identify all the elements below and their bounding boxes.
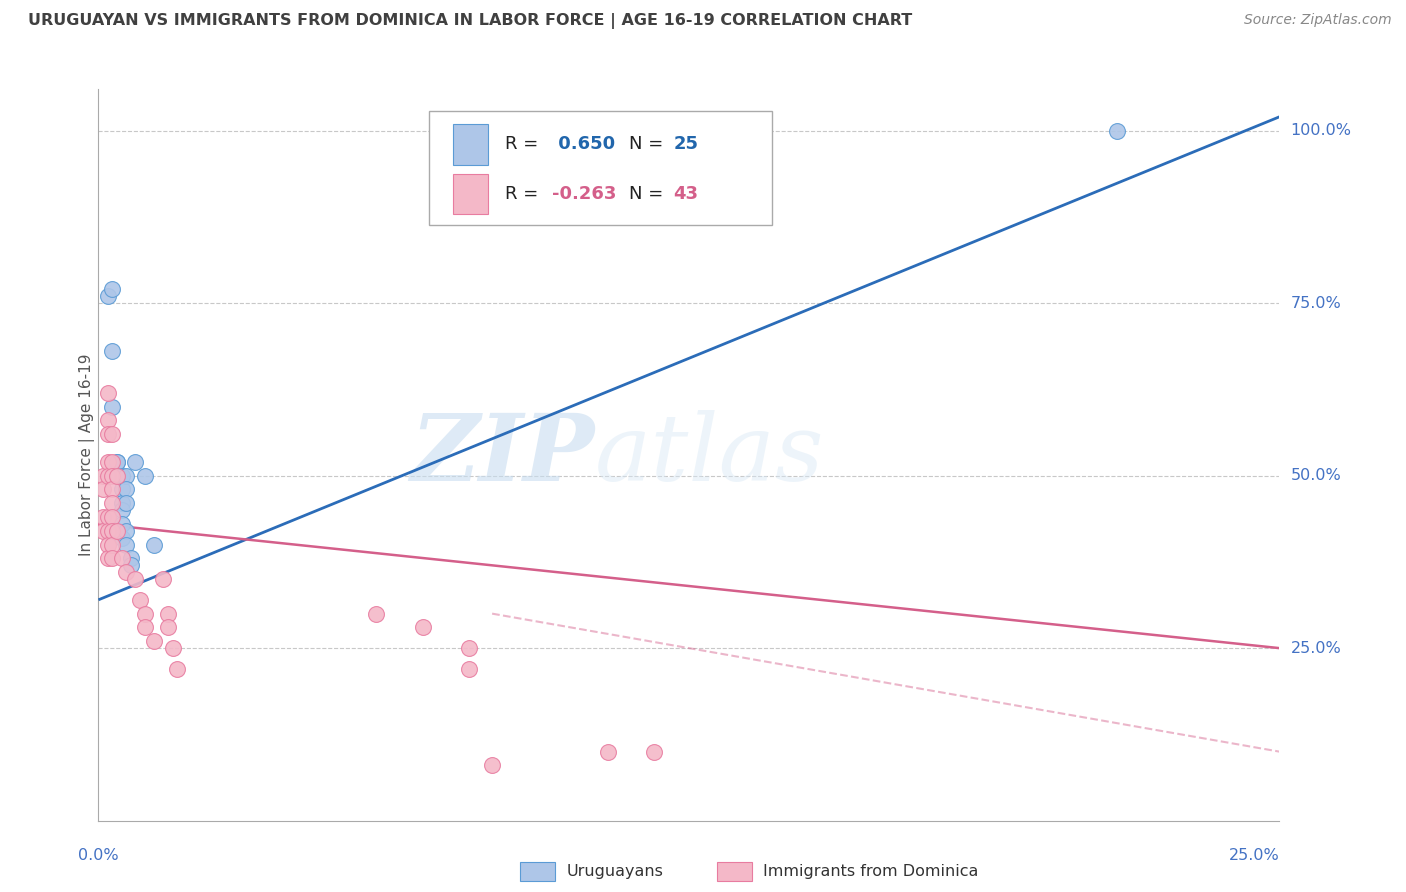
- Point: [110, 516, 132, 531]
- Text: N =: N =: [628, 136, 669, 153]
- Point: [110, 496, 132, 510]
- Point: [97, 289, 120, 303]
- Point: [115, 524, 138, 538]
- Text: 75.0%: 75.0%: [1291, 295, 1341, 310]
- Point: [91, 483, 114, 497]
- FancyBboxPatch shape: [453, 124, 488, 165]
- FancyBboxPatch shape: [429, 112, 772, 225]
- Point: [115, 538, 138, 552]
- Text: Uruguayans: Uruguayans: [567, 864, 664, 879]
- Point: [97, 385, 120, 400]
- Point: [115, 483, 138, 497]
- Point: [458, 641, 481, 656]
- Point: [134, 468, 156, 483]
- Point: [101, 282, 124, 296]
- Point: [97, 455, 120, 469]
- Text: 43: 43: [673, 186, 699, 203]
- Point: [97, 551, 120, 566]
- Point: [143, 634, 166, 648]
- Text: N =: N =: [628, 186, 669, 203]
- Point: [156, 607, 179, 621]
- Point: [91, 524, 114, 538]
- Point: [110, 531, 132, 545]
- Text: atlas: atlas: [595, 410, 824, 500]
- FancyBboxPatch shape: [453, 174, 488, 214]
- Point: [120, 558, 142, 573]
- Point: [97, 538, 120, 552]
- Y-axis label: In Labor Force | Age 16-19: In Labor Force | Age 16-19: [79, 353, 96, 557]
- Point: [124, 572, 146, 586]
- Point: [101, 344, 124, 359]
- Point: [124, 455, 146, 469]
- Text: ZIP: ZIP: [411, 410, 595, 500]
- Point: [115, 496, 138, 510]
- Point: [143, 538, 166, 552]
- Text: -0.263: -0.263: [553, 186, 616, 203]
- Text: 100.0%: 100.0%: [1291, 123, 1351, 138]
- Point: [101, 551, 124, 566]
- Point: [97, 427, 120, 442]
- Point: [115, 566, 138, 580]
- Point: [458, 662, 481, 676]
- Point: [156, 620, 179, 634]
- Text: Source: ZipAtlas.com: Source: ZipAtlas.com: [1244, 13, 1392, 28]
- Point: [101, 400, 124, 414]
- Point: [101, 538, 124, 552]
- Point: [101, 524, 124, 538]
- Text: 25: 25: [673, 136, 699, 153]
- Text: URUGUAYAN VS IMMIGRANTS FROM DOMINICA IN LABOR FORCE | AGE 16-19 CORRELATION CHA: URUGUAYAN VS IMMIGRANTS FROM DOMINICA IN…: [28, 13, 912, 29]
- Point: [105, 524, 128, 538]
- Text: 25.0%: 25.0%: [1291, 640, 1341, 656]
- Point: [105, 455, 128, 469]
- Point: [366, 607, 388, 621]
- Point: [105, 468, 128, 483]
- Text: 25.0%: 25.0%: [1229, 848, 1279, 863]
- Point: [643, 745, 665, 759]
- Point: [101, 468, 124, 483]
- Point: [412, 620, 434, 634]
- Point: [1107, 123, 1129, 137]
- Point: [105, 468, 128, 483]
- Point: [110, 468, 132, 483]
- Text: Immigrants from Dominica: Immigrants from Dominica: [763, 864, 979, 879]
- Point: [134, 620, 156, 634]
- Text: 0.0%: 0.0%: [79, 848, 118, 863]
- Text: R =: R =: [505, 186, 544, 203]
- Point: [152, 572, 174, 586]
- Point: [110, 483, 132, 497]
- Point: [162, 641, 184, 656]
- Point: [105, 455, 128, 469]
- Point: [91, 468, 114, 483]
- Point: [481, 758, 503, 772]
- Point: [689, 123, 711, 137]
- Point: [101, 455, 124, 469]
- Point: [115, 468, 138, 483]
- Text: 50.0%: 50.0%: [1291, 468, 1341, 483]
- Point: [596, 745, 619, 759]
- Point: [166, 662, 188, 676]
- Point: [97, 510, 120, 524]
- Point: [97, 413, 120, 427]
- Point: [101, 427, 124, 442]
- Point: [120, 551, 142, 566]
- Point: [97, 468, 120, 483]
- Text: R =: R =: [505, 136, 544, 153]
- Point: [110, 503, 132, 517]
- Point: [97, 524, 120, 538]
- Point: [110, 551, 132, 566]
- Point: [101, 496, 124, 510]
- Point: [101, 510, 124, 524]
- Point: [134, 607, 156, 621]
- Text: 0.650: 0.650: [553, 136, 614, 153]
- Point: [129, 592, 152, 607]
- Point: [91, 510, 114, 524]
- Point: [101, 483, 124, 497]
